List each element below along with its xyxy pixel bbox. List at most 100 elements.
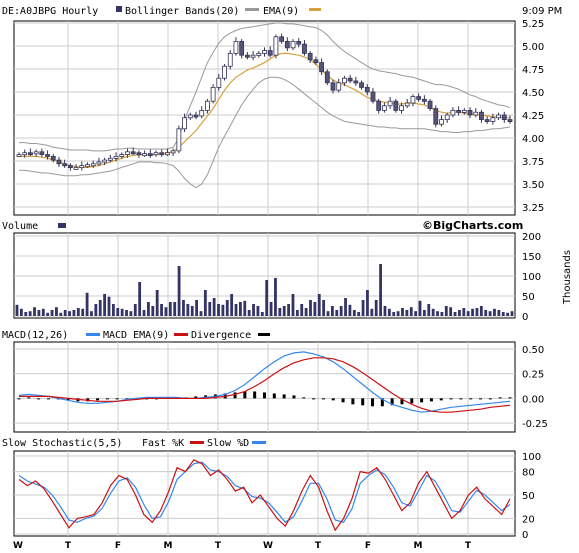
x-tick-label: T [465,541,472,551]
candle-body [85,164,90,168]
volume-bar [33,307,36,316]
legend-swatch-bollinger [116,6,122,12]
candle-body [416,96,422,100]
volume-bar [493,308,496,316]
candle-body [433,108,439,125]
volume-bar [98,300,102,316]
volume-bar [330,306,334,316]
divergence-bar [233,392,237,399]
volume-bar [322,300,326,316]
candle-body [267,50,273,56]
candle-body [193,114,199,118]
volume-bar [401,308,404,316]
candle-body [496,114,501,119]
candle-body [319,62,324,73]
divergence-bar [351,398,355,405]
macd-line [18,351,511,413]
volume-bar [111,304,115,316]
stochastic-layer [18,459,511,532]
divergence-bar [105,398,109,400]
volume-bar [370,308,374,316]
divergence-bar [321,398,325,400]
volume-legend-swatch [58,223,66,228]
volume-bar [164,307,168,316]
x-tick-label: W [13,541,23,551]
volume-bar [28,311,32,316]
volume-bar [142,310,146,316]
macd-legend-swatch-divergence [258,333,270,336]
volume-bar [387,308,391,316]
volume-bar [125,310,128,316]
legend-swatch-bollinger-line [245,8,259,11]
divergence-bar [439,398,443,401]
x-tick-label: F [115,541,121,551]
candle-body [187,114,193,119]
candle-body [33,151,39,155]
volume-bar [418,300,422,316]
x-tick-label: T [315,541,322,551]
candle-body [370,91,376,102]
candle-body [399,105,404,111]
macd-title: MACD(12,26) [2,330,68,341]
candle-body [119,154,125,157]
divergence-bar [469,398,473,400]
x-tick-label: F [365,541,371,551]
divergence-bar [429,398,433,402]
divergence-bar [272,393,276,399]
candle-body [393,100,399,111]
legend-label-bollinger: Bollinger Bands(20) [125,6,239,17]
candle-body [39,151,45,155]
candle-body [79,165,85,169]
volume-bar [506,312,510,316]
macd-tick-label: 0.25 [522,370,544,381]
volume-bar [392,312,396,316]
candle-body [381,105,387,111]
candle-body [507,119,513,122]
tick-labels: 5.255.004.754.504.254.003.753.503.252001… [13,19,548,551]
candle-body [22,152,28,156]
macd-legend-label-divergence: Divergence [191,330,251,341]
volume-layer [15,264,514,316]
volume-bar [278,308,282,316]
candle-body [96,161,102,165]
volume-bar [107,296,111,316]
candle-body [136,152,142,156]
candle-body [159,152,165,156]
volume-bar [466,311,470,316]
divergence-bar [420,398,424,403]
price-tick-label: 4.50 [522,88,544,99]
candle-body [16,154,22,157]
volume-tick-label: 200 [522,232,541,243]
volume-bar [225,300,229,316]
volume-tick-label: 50 [522,292,535,303]
volume-bar [453,312,457,316]
volume-bar [379,264,382,316]
candle-body [62,163,68,167]
divergence-bar [253,391,257,399]
volume-bar [81,308,85,316]
volume-bar [212,298,216,316]
volume-bar [427,304,431,316]
volume-bar [203,290,207,316]
volume-bar [120,308,124,316]
candle-body [290,41,296,49]
candle-body [484,119,490,122]
volume-bar [361,300,365,316]
volume-bar [252,304,255,316]
candle-body [244,54,250,58]
volume-bar [449,307,453,316]
candle-body [347,77,353,82]
candle-body [479,111,484,120]
volume-bar [274,278,277,316]
price-tick-label: 5.25 [522,19,544,30]
volume-bar [475,308,479,316]
macd-ema-line [19,357,511,413]
candle-body [250,54,256,58]
volume-bar [234,304,238,316]
volume-bar [436,311,439,316]
volume-bar [501,312,505,316]
volume-bar [458,310,461,316]
candle-body [199,110,205,117]
volume-tick-label: 100 [522,272,541,283]
volume-bar [190,306,194,316]
